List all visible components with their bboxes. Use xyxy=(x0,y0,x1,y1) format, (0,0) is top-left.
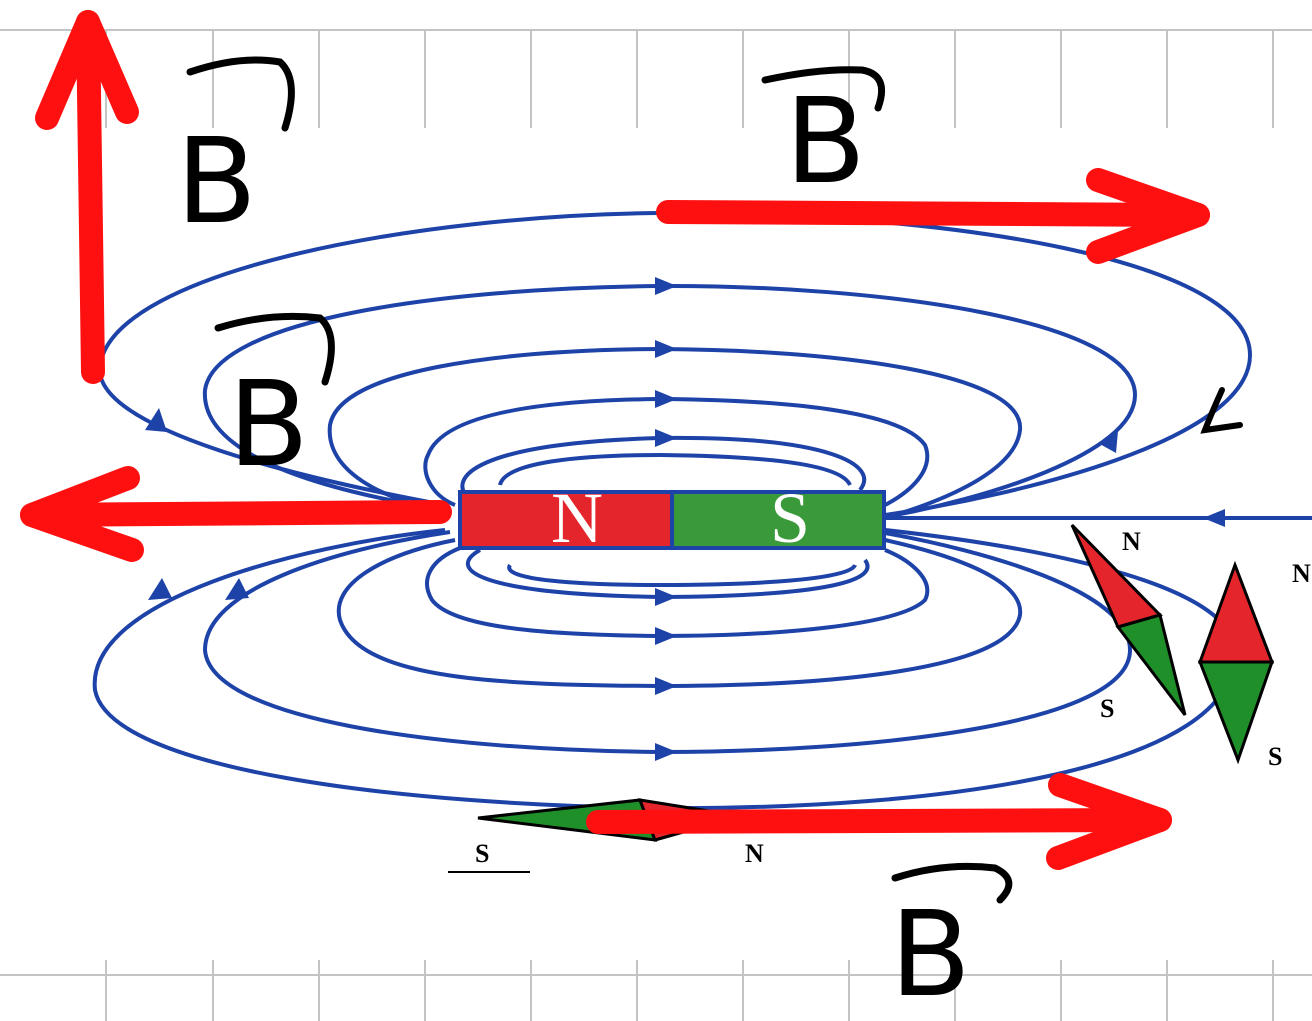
field-line-lower-3 xyxy=(336,538,1023,689)
grid-top xyxy=(0,29,1312,128)
field-line-arrow-icon xyxy=(148,578,172,600)
compass-bottom-north: N xyxy=(745,839,764,868)
field-line-arrow-icon xyxy=(655,340,677,358)
vector-inner-left xyxy=(20,466,452,562)
field-line-arrow-icon xyxy=(655,277,677,295)
compass-tilted-north: N xyxy=(1122,527,1141,556)
compass-needle-icon: N S xyxy=(1197,559,1311,771)
field-line-arrow-icon xyxy=(655,677,677,695)
compass-tilted-south: S xyxy=(1100,694,1114,723)
field-line-arrow-icon xyxy=(655,390,677,408)
vector-label-bottom-right: B xyxy=(890,885,971,1021)
field-line-arrow-icon xyxy=(655,429,677,447)
field-line-arrows xyxy=(145,277,1225,761)
field-line-arrow-icon xyxy=(1098,431,1118,453)
field-line-upper-4 xyxy=(423,396,930,507)
vector-labels: B B B B xyxy=(176,56,1243,1021)
compass-bottom-south: S xyxy=(475,839,489,868)
field-line-arrow-icon xyxy=(145,408,167,432)
magnet-icon: N S xyxy=(458,478,886,558)
compass-vertical-south: S xyxy=(1268,742,1282,771)
field-line-upper-6 xyxy=(498,452,852,487)
field-line-arrow-icon xyxy=(655,588,677,606)
field-line-arrow-icon xyxy=(655,627,677,645)
field-line-lower-2 xyxy=(202,530,1133,755)
vector-top-right xyxy=(656,168,1210,264)
field-line-lower-6 xyxy=(507,563,857,588)
compass-needle-icon: N S xyxy=(1070,523,1187,723)
compass-vertical-north: N xyxy=(1292,559,1311,588)
vector-label-top-right: B xyxy=(785,72,866,210)
field-vectors xyxy=(20,10,1210,870)
field-line-arrow-icon xyxy=(1203,509,1225,527)
field-line-arrow-icon xyxy=(225,578,249,600)
vector-bottom-right xyxy=(586,773,1172,870)
vector-top-left xyxy=(35,10,139,384)
field-line-arrow-icon xyxy=(655,743,677,761)
vector-label-top-left: B xyxy=(176,112,257,250)
field-line-lower-1 xyxy=(92,528,1238,811)
grid-bottom xyxy=(0,960,1312,1021)
magnet-north-label: N xyxy=(551,478,603,558)
magnet-south-label: S xyxy=(770,478,810,558)
vector-label-inner-left: B xyxy=(228,355,309,493)
tick-mark xyxy=(1200,387,1243,434)
field-line-lower-4 xyxy=(425,546,930,639)
